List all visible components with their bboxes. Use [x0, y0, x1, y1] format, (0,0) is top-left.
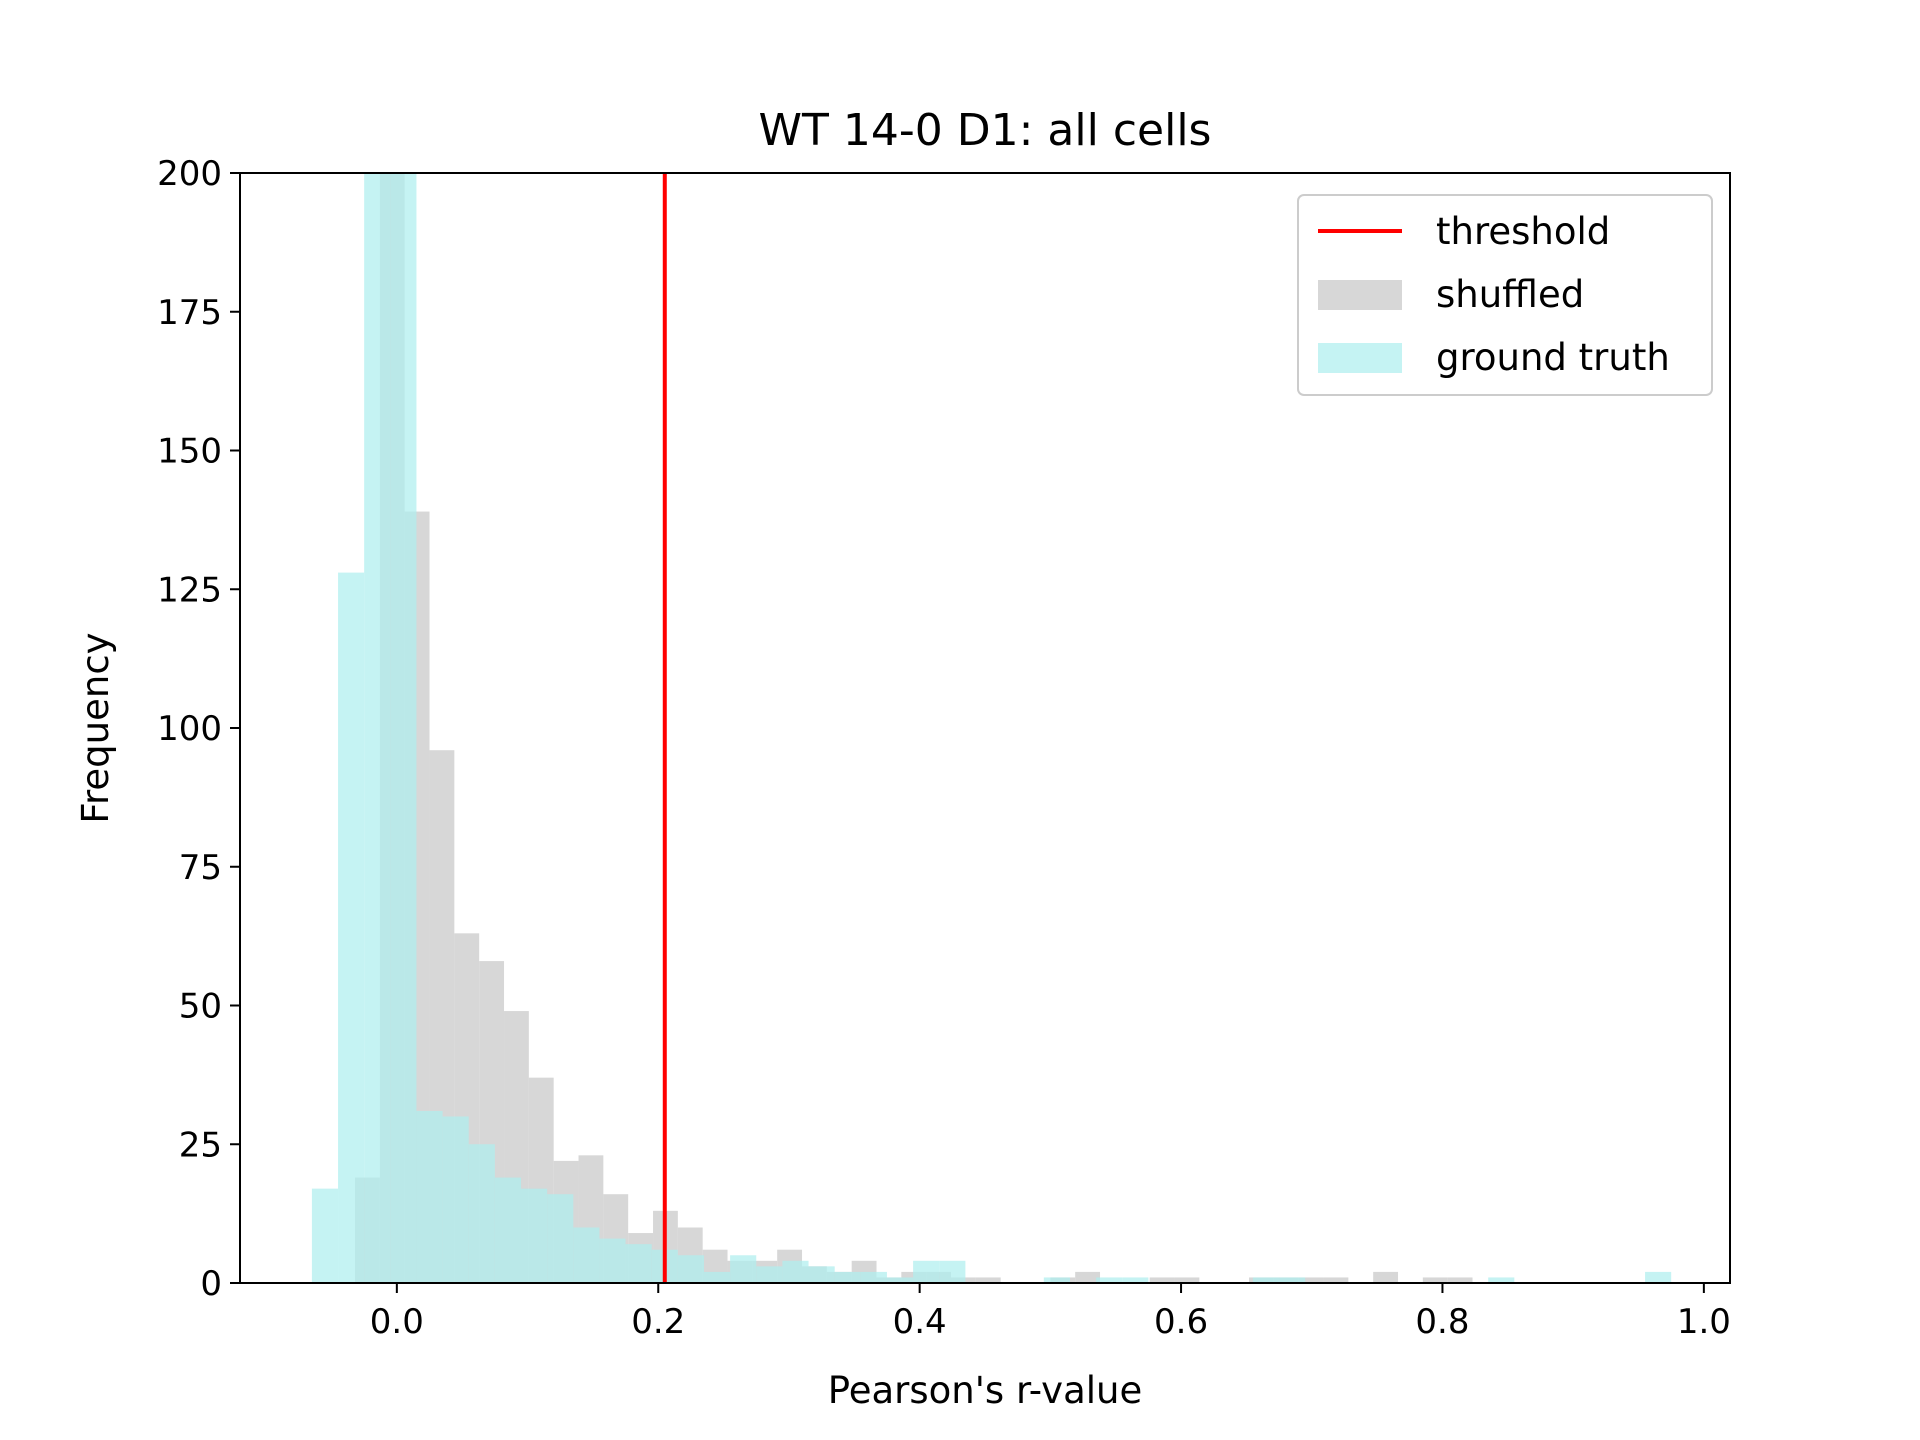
ground-truth-bar — [338, 572, 365, 1283]
y-tick-label: 200 — [157, 154, 222, 194]
x-tick-label: 1.0 — [1677, 1302, 1731, 1342]
ground-truth-bar — [599, 1238, 626, 1283]
ground-truth-bar — [547, 1194, 574, 1283]
x-tick-label: 0.4 — [893, 1302, 947, 1342]
ground-truth-bar — [1645, 1271, 1672, 1283]
ground-truth-bar — [442, 1116, 469, 1283]
ground-truth-bar — [703, 1271, 731, 1283]
shuffled-bar — [1447, 1277, 1473, 1283]
shuffled-bar — [975, 1277, 1001, 1283]
x-tick-label: 0.6 — [1154, 1302, 1208, 1342]
ground-truth-bar — [677, 1255, 704, 1283]
ground-truth-bar — [1122, 1277, 1149, 1283]
x-axis-ticks: 0.0 0.2 0.4 0.6 0.8 1.0 — [370, 1283, 1731, 1342]
y-tick-label: 25 — [179, 1125, 222, 1165]
ground-truth-bar — [1279, 1277, 1306, 1283]
ground-truth-bar — [625, 1244, 652, 1283]
ground-truth-bar — [886, 1277, 914, 1283]
ground-truth-bar — [1043, 1277, 1070, 1283]
ground-truth-bar — [782, 1260, 809, 1283]
y-tick-label: 100 — [157, 709, 222, 749]
legend-ground-truth-label: ground truth — [1436, 336, 1670, 379]
y-tick-label: 75 — [179, 848, 222, 888]
ground-truth-bar — [860, 1271, 887, 1283]
y-tick-label: 0 — [200, 1264, 222, 1304]
ground-truth-bar — [494, 1177, 522, 1283]
x-tick-label: 0.2 — [631, 1302, 685, 1342]
y-tick-label: 50 — [179, 987, 222, 1027]
x-axis-label: Pearson's r-value — [828, 1369, 1142, 1412]
y-tick-label: 175 — [157, 293, 222, 333]
ground-truth-bar — [468, 1144, 495, 1283]
ground-truth-bar — [390, 173, 417, 1283]
ground-truth-bar — [730, 1255, 757, 1283]
legend: threshold shuffled ground truth — [1297, 194, 1713, 396]
shuffled-bar — [1174, 1277, 1200, 1283]
shuffled-bar — [1323, 1277, 1349, 1283]
ground-truth-bar — [913, 1260, 940, 1283]
y-tick-label: 125 — [157, 570, 222, 610]
ground-truth-bar — [1096, 1277, 1123, 1283]
ground-truth-bar — [311, 1188, 339, 1283]
x-tick-label: 0.0 — [370, 1302, 424, 1342]
legend-ground-truth-swatch — [1318, 343, 1402, 373]
ground-truth-bar — [808, 1266, 835, 1283]
ground-truth-bar — [573, 1227, 600, 1283]
ground-truth-bar — [756, 1266, 783, 1283]
ground-truth-bar — [939, 1260, 966, 1283]
ground-truth-bar — [834, 1271, 861, 1283]
ground-truth-bar — [1488, 1277, 1515, 1283]
y-tick-label: 150 — [157, 432, 222, 472]
ground-truth-bars — [311, 173, 1672, 1283]
chart-title: WT 14-0 D1: all cells — [759, 105, 1212, 156]
legend-shuffled-label: shuffled — [1436, 273, 1584, 316]
shuffled-bar — [1075, 1271, 1101, 1283]
ground-truth-bar — [364, 173, 391, 1283]
shuffled-bar — [1149, 1277, 1175, 1283]
shuffled-bar — [1373, 1271, 1399, 1283]
x-tick-label: 0.8 — [1415, 1302, 1469, 1342]
ground-truth-bar — [521, 1188, 548, 1283]
y-axis-label: Frequency — [74, 632, 117, 823]
ground-truth-bar — [416, 1110, 443, 1283]
y-axis-ticks: 0 25 50 75 100 125 150 175 200 — [157, 154, 240, 1304]
legend-threshold-label: threshold — [1436, 210, 1610, 253]
shuffled-bar — [1298, 1277, 1324, 1283]
shuffled-bar — [1422, 1277, 1448, 1283]
ground-truth-bar — [1252, 1277, 1280, 1283]
legend-shuffled-swatch — [1318, 280, 1402, 310]
